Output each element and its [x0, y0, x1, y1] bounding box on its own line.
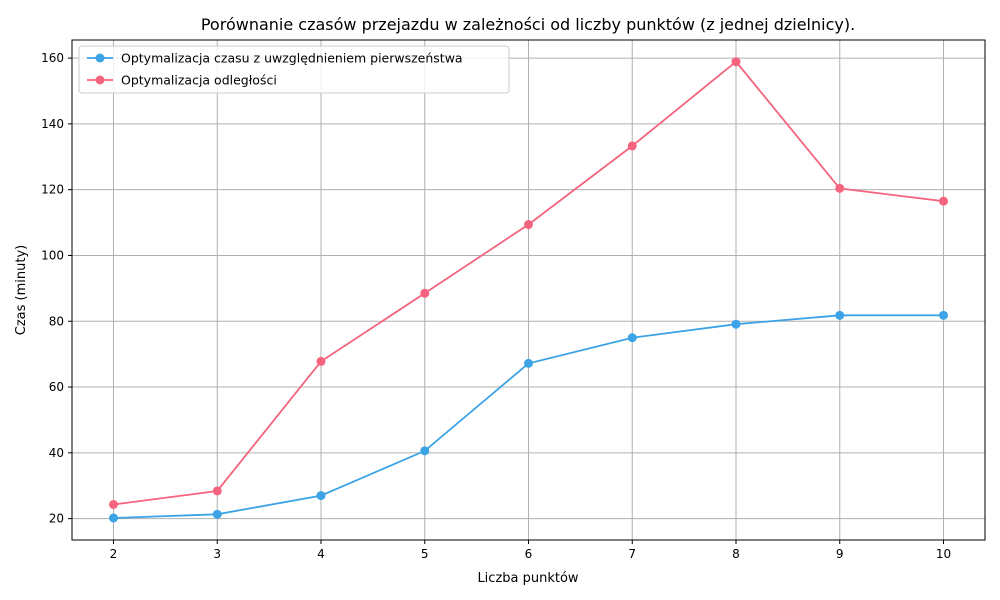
data-point-series-1: [420, 446, 430, 456]
data-point-series-2: [627, 141, 637, 151]
y-tick-label: 20: [49, 512, 64, 526]
y-tick-label: 60: [49, 380, 64, 394]
data-point-series-1: [627, 333, 637, 343]
y-tick-label: 40: [49, 446, 64, 460]
data-point-series-1: [212, 509, 222, 519]
data-point-series-2: [524, 220, 533, 230]
x-tick-label: 6: [525, 547, 533, 561]
y-tick-label: 100: [41, 248, 64, 262]
grid-lines: [72, 40, 985, 540]
data-point-series-2: [109, 499, 118, 509]
data-point-series-2: [212, 486, 222, 496]
x-tick-label: 8: [732, 547, 740, 561]
y-tick-label: 120: [41, 183, 64, 197]
data-point-series-2: [731, 57, 741, 67]
data-point-series-1: [939, 310, 948, 320]
axes: 2 3 4 5 6 7 8 9 10 20 40 60 80 100 120 140 160: [41, 51, 951, 561]
data-point-series-1: [524, 358, 533, 368]
legend-marker-2: [95, 75, 105, 85]
x-tick-label: 4: [317, 547, 325, 561]
chart-title: Porównanie czasów przejazdu w zależności…: [201, 15, 855, 34]
plot-frame: [71, 39, 986, 541]
y-tick-label: 140: [41, 117, 64, 131]
x-tick-label: 9: [836, 547, 844, 561]
y-tick-label: 80: [49, 314, 64, 328]
data-point-series-1: [835, 310, 845, 320]
x-tick-label: 5: [421, 547, 429, 561]
x-tick-label: 2: [110, 547, 118, 561]
legend-label-1: Optymalizacja czasu z uwzględnieniem pie…: [121, 51, 463, 66]
series-group: [109, 57, 948, 523]
x-tick-label: 10: [936, 547, 951, 561]
data-point-series-2: [939, 196, 948, 206]
x-tick-label: 7: [628, 547, 636, 561]
legend-label-2: Optymalizacja odległości: [121, 73, 277, 88]
legend: Optymalizacja czasu z uwzględnieniem pie…: [78, 45, 510, 94]
legend-marker-1: [95, 53, 105, 63]
data-point-series-2: [420, 288, 430, 298]
data-point-series-1: [731, 319, 741, 329]
y-axis-label: Czas (minuty): [14, 245, 29, 335]
x-axis-label: Liczba punktów: [477, 571, 578, 586]
data-point-series-1: [109, 513, 118, 523]
x-tick-label: 3: [213, 547, 221, 561]
legend-box: [78, 45, 510, 94]
data-point-series-2: [835, 183, 845, 193]
y-tick-label: 160: [41, 51, 64, 65]
data-point-series-1: [316, 491, 326, 501]
data-point-series-2: [316, 356, 326, 366]
